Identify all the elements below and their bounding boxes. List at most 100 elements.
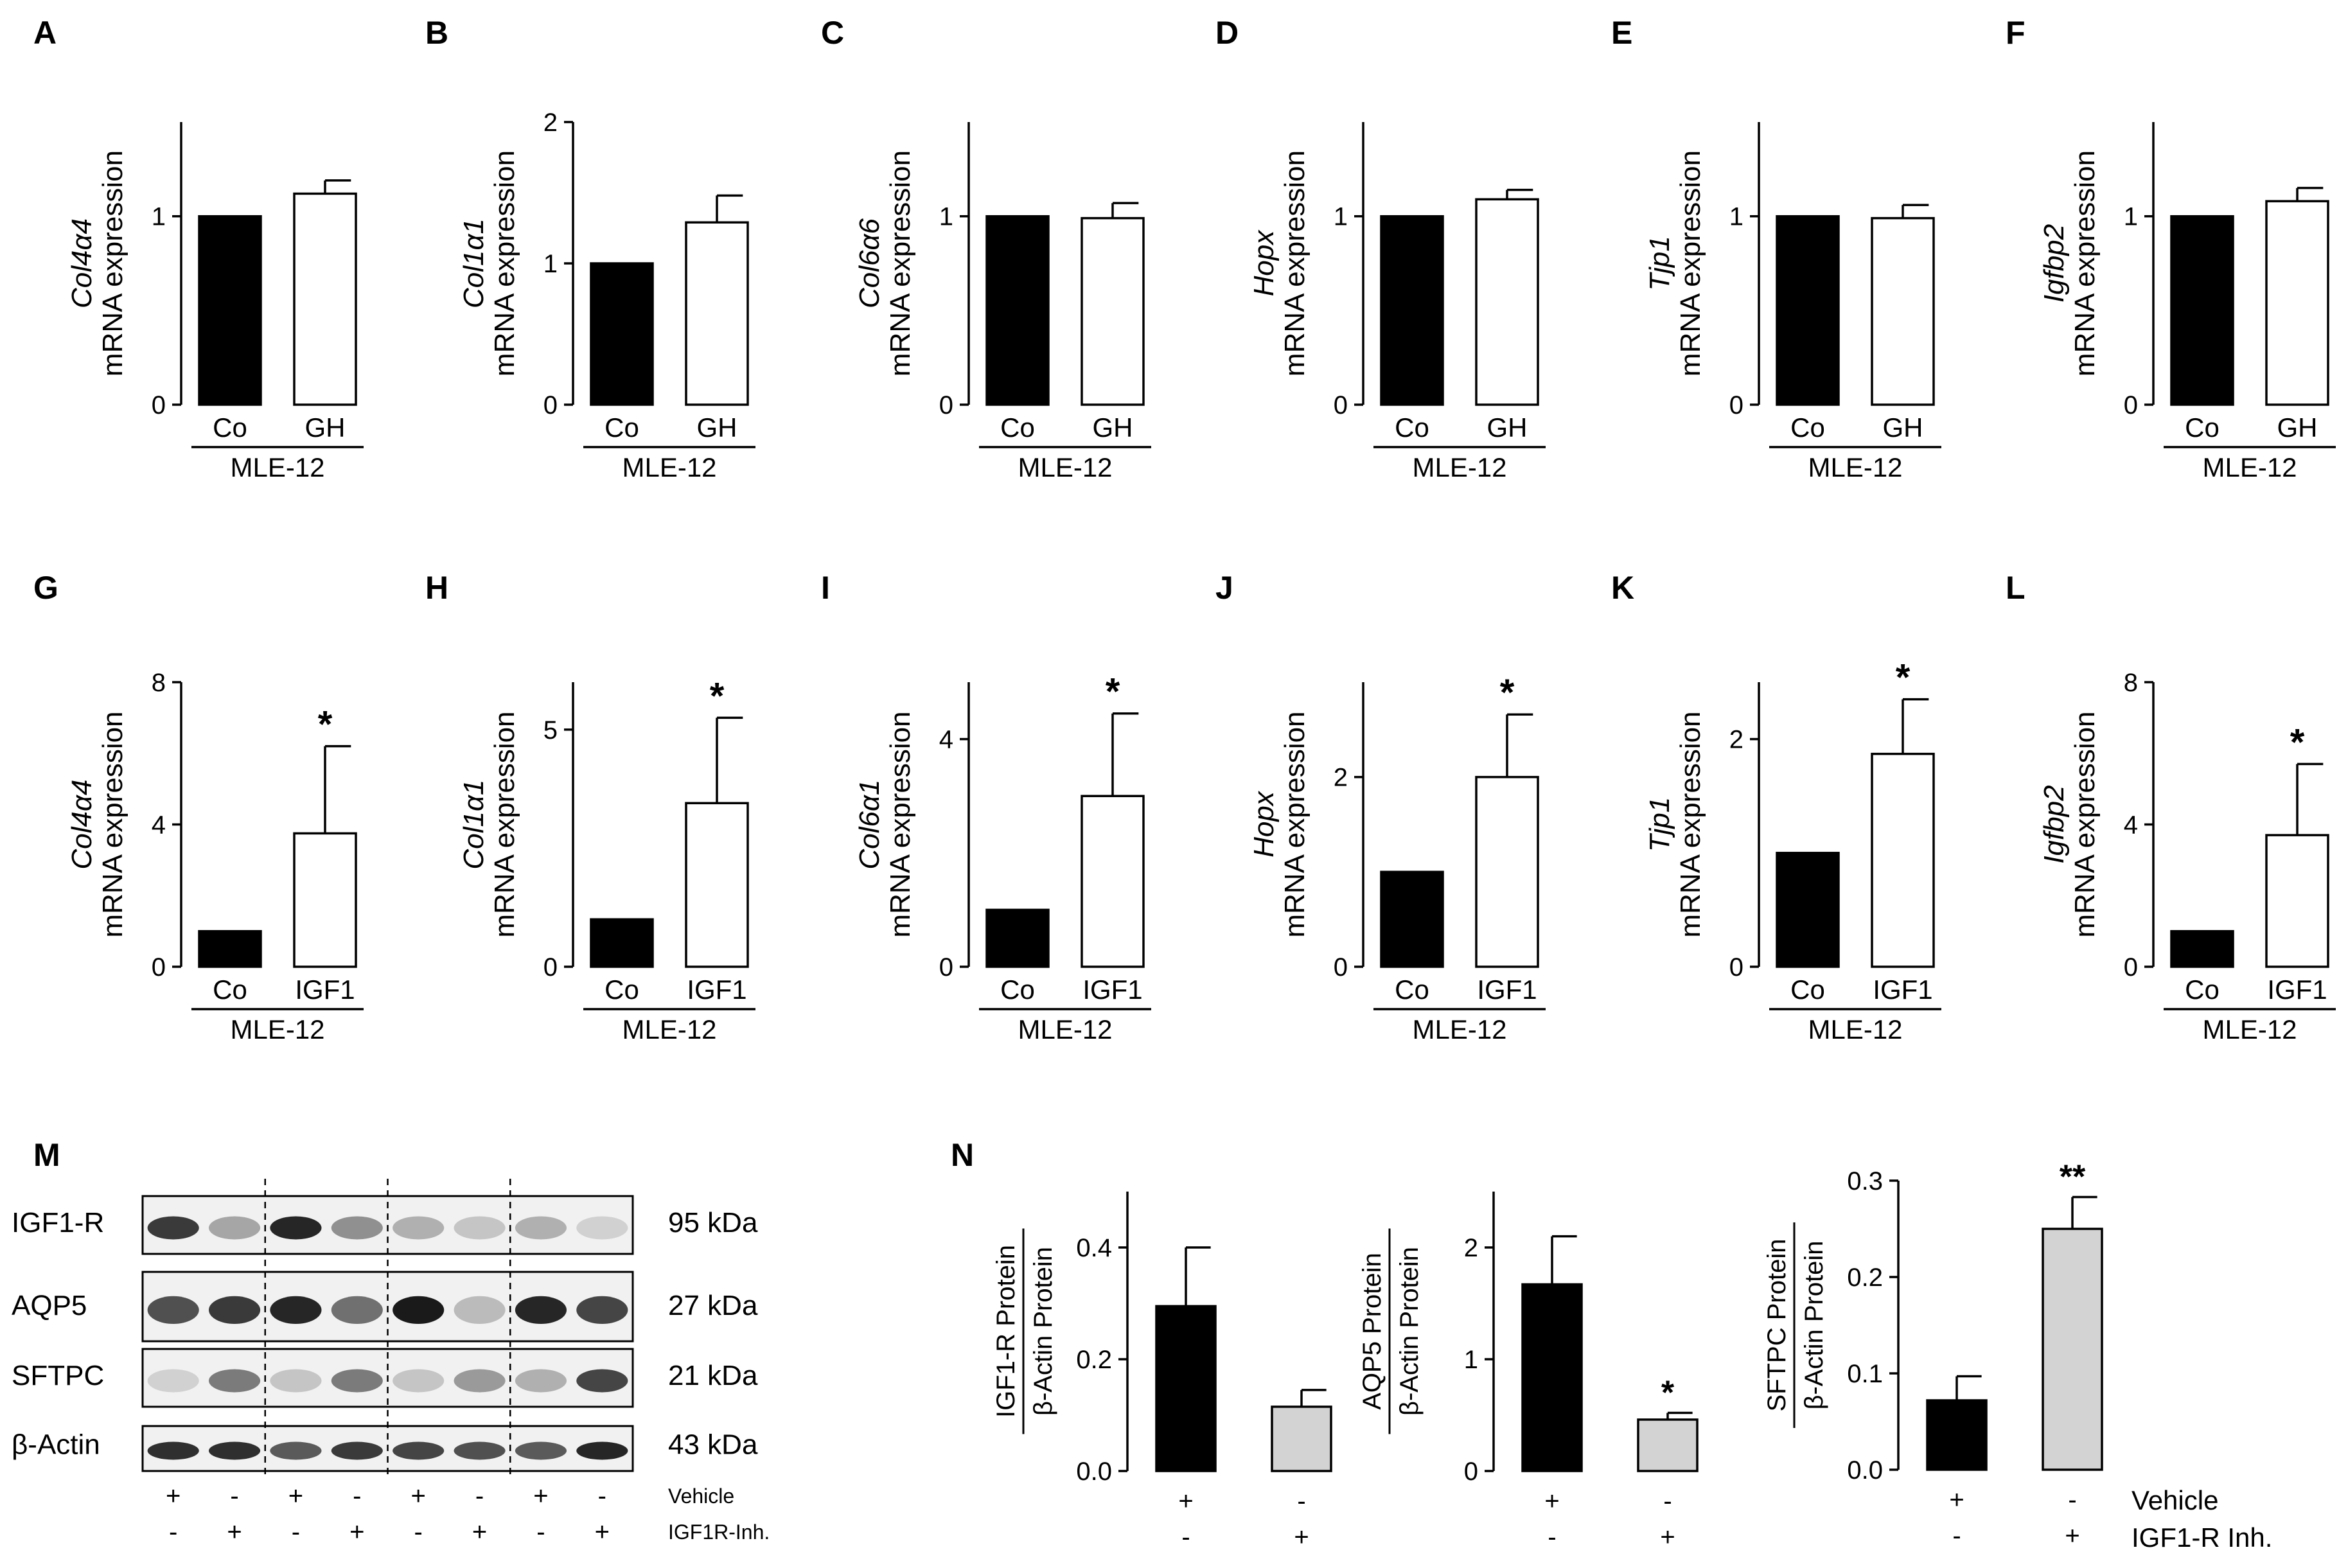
group-label-L: MLE-12 [2202, 1014, 2297, 1044]
blot-vehicle-sign-7: - [598, 1482, 606, 1510]
bar-G-co [198, 929, 262, 968]
x-label-J-1: IGF1 [1477, 974, 1537, 1005]
y-label-gene-E: Tjp1 [1644, 236, 1675, 291]
group-label-D: MLE-12 [1412, 452, 1506, 482]
panel-label-H: H [425, 570, 448, 606]
treatment-N2-0-0: + [1544, 1487, 1559, 1515]
panel-label-J: J [1215, 570, 1233, 606]
y-tick-label-J-0: 0 [1334, 953, 1348, 982]
blot-inhibitor-sign-0: - [169, 1518, 177, 1546]
y-tick-label-A-1: 1 [152, 203, 166, 231]
bar-F-co [2170, 215, 2234, 406]
group-label-E: MLE-12 [1808, 452, 1902, 482]
x-label-A-1: GH [305, 412, 346, 443]
y-label-gene-I: Col6α1 [854, 779, 885, 869]
treatment-N1-0-0: + [1178, 1487, 1193, 1515]
y-tick-label-G-0: 0 [152, 953, 166, 982]
y-tick-label-F-0: 0 [2124, 391, 2138, 419]
blot-inhibitor-sign-7: + [595, 1518, 610, 1546]
blot-band-1-0 [147, 1296, 199, 1324]
y-tick-label-C-0: 0 [939, 391, 953, 419]
blot-band-1-6 [515, 1296, 567, 1324]
y-tick-label-A-0: 0 [152, 391, 166, 419]
group-label-F: MLE-12 [2202, 452, 2297, 482]
x-label-D-0: Co [1395, 412, 1429, 443]
x-label-G-0: Co [213, 974, 247, 1005]
blot-kda-label-0: 95 kDa [668, 1207, 758, 1238]
x-label-I-0: Co [1000, 974, 1035, 1005]
blot-band-1-3 [331, 1296, 383, 1324]
y-label-top-N3: SFTPC Protein [1763, 1239, 1791, 1412]
y-label-gene-G: Col4α4 [66, 779, 98, 869]
blot-vehicle-sign-4: + [411, 1482, 426, 1510]
blot-vehicle-sign-0: + [166, 1482, 181, 1510]
y-tick-label-N2-2: 2 [1464, 1234, 1478, 1262]
y-tick-label-L-2: 8 [2124, 669, 2138, 697]
y-label-G: mRNA expression [97, 711, 128, 937]
bar-B-gh [685, 221, 749, 406]
bar-A-co [198, 215, 262, 406]
y-label-bottom-N2: β-Actin Protein [1395, 1247, 1424, 1416]
panel-label-N1: N [951, 1137, 974, 1173]
blot-vehicle-sign-6: + [533, 1482, 548, 1510]
y-label-gene-B: Col1α1 [458, 218, 490, 308]
group-label-B: MLE-12 [622, 452, 716, 482]
blot-inhibitor-sign-1: + [227, 1518, 242, 1546]
blot-band-2-2 [270, 1369, 322, 1393]
panel-label-E: E [1611, 15, 1632, 51]
treatment-N1-1-1: + [1294, 1523, 1309, 1551]
blot-band-1-2 [270, 1296, 322, 1324]
group-label-I: MLE-12 [1018, 1014, 1112, 1044]
y-label-gene-A: Col4α4 [66, 218, 98, 308]
y-tick-label-N2-0: 0 [1464, 1458, 1478, 1486]
bar-K-co [1776, 852, 1840, 968]
y-label-D: mRNA expression [1279, 150, 1311, 376]
blot-band-0-1 [209, 1216, 261, 1240]
blot-inhibitor-sign-3: + [349, 1518, 364, 1546]
blot-vehicle-sign-5: - [475, 1482, 484, 1510]
blot-vehicle-sign-3: - [353, 1482, 361, 1510]
treatment-N2-1-0: - [1548, 1523, 1556, 1551]
blot-protein-label-1: AQP5 [12, 1290, 87, 1321]
bar-E-co [1776, 215, 1840, 406]
blot-band-3-6 [515, 1441, 567, 1460]
blot-band-2-4 [393, 1369, 445, 1393]
bar-D-gh [1475, 198, 1539, 406]
bar-L-igf1 [2265, 834, 2329, 968]
y-tick-label-K-0: 0 [1729, 953, 1743, 982]
blot-band-0-3 [331, 1216, 383, 1240]
bar-C-gh [1081, 216, 1145, 406]
y-label-bottom-N1: β-Actin Protein [1029, 1247, 1057, 1416]
x-label-E-0: Co [1790, 412, 1825, 443]
panel-label-L: L [2006, 570, 2026, 606]
y-tick-label-N3-2: 0.2 [1847, 1264, 1883, 1292]
y-tick-label-B-1: 1 [543, 250, 558, 278]
blot-protein-label-2: SFTPC [12, 1360, 104, 1391]
y-tick-label-N3-3: 0.3 [1847, 1167, 1883, 1195]
blot-band-0-0 [147, 1216, 199, 1240]
significance-N3-1: ** [2060, 1159, 2086, 1196]
blot-band-3-4 [393, 1441, 445, 1460]
blot-band-0-5 [454, 1216, 506, 1240]
bar-K-igf1 [1871, 752, 1935, 968]
x-label-H-0: Co [605, 974, 639, 1005]
panel-label-K: K [1611, 570, 1634, 606]
blot-band-2-5 [454, 1369, 506, 1393]
y-label-F: mRNA expression [2069, 150, 2101, 376]
blot-band-1-1 [209, 1296, 261, 1324]
bar-L-co [2170, 929, 2234, 968]
blot-band-0-4 [393, 1216, 445, 1240]
blot-band-3-2 [270, 1441, 322, 1460]
y-tick-label-K-1: 2 [1729, 726, 1743, 754]
group-label-A: MLE-12 [230, 452, 324, 482]
significance-K-1: * [1896, 657, 1911, 699]
bar-H-co [590, 918, 654, 968]
x-label-G-1: IGF1 [295, 974, 355, 1005]
x-label-K-1: IGF1 [1873, 974, 1932, 1005]
bar-B-co [590, 262, 654, 406]
panel-label-D: D [1215, 15, 1239, 51]
y-tick-label-B-0: 0 [543, 391, 558, 419]
blot-band-2-7 [576, 1369, 628, 1393]
group-label-G: MLE-12 [230, 1014, 324, 1044]
